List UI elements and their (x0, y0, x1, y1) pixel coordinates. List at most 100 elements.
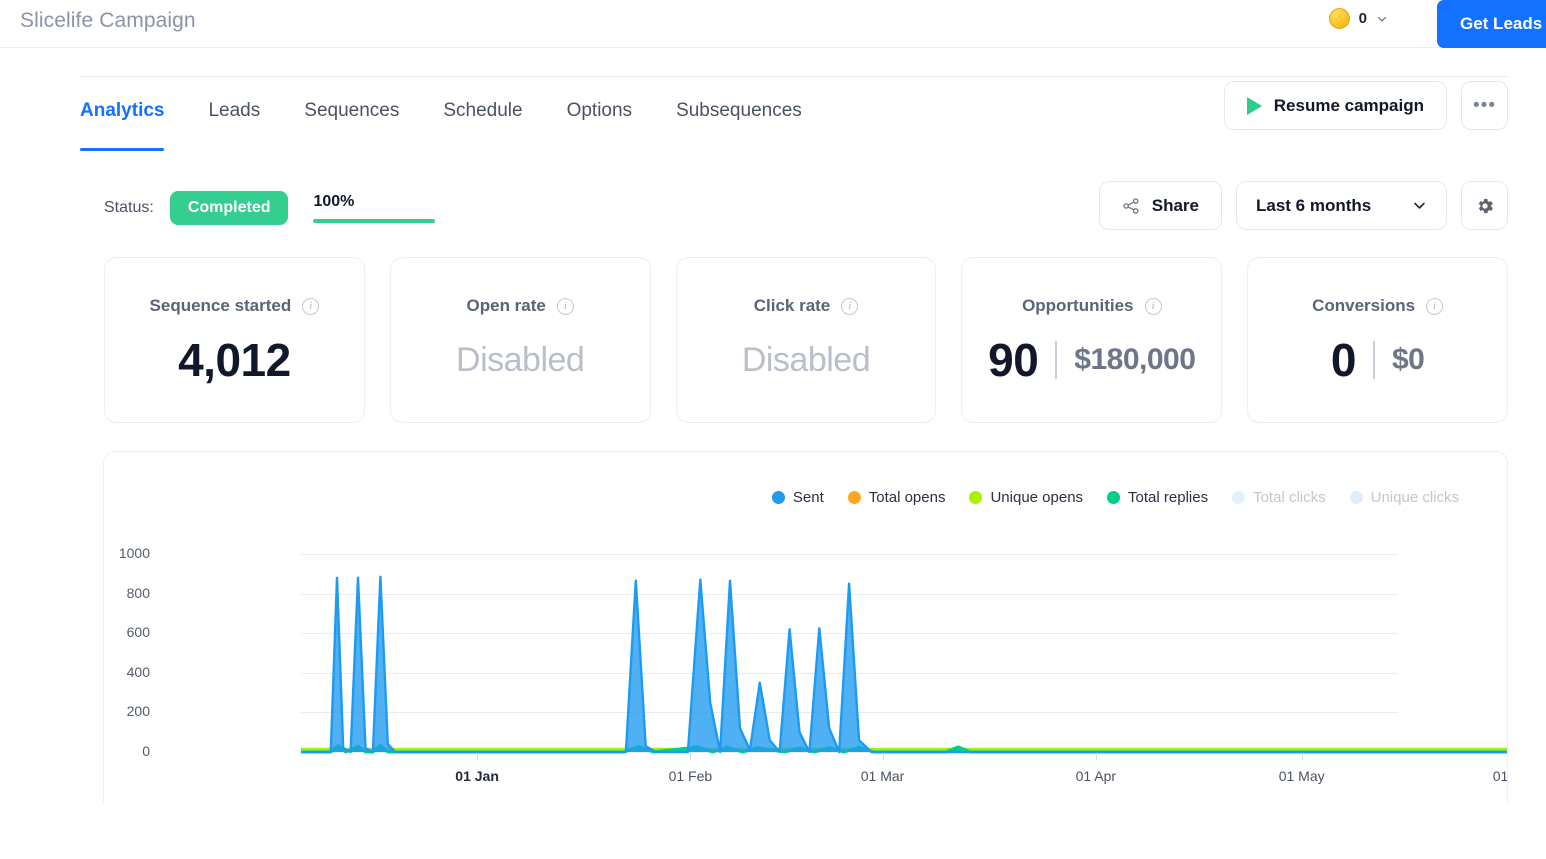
info-icon[interactable]: i (302, 297, 320, 315)
tab-options[interactable]: Options (567, 100, 632, 150)
y-axis-tick: 400 (126, 663, 150, 680)
tab-schedule[interactable]: Schedule (443, 100, 522, 150)
tab-subsequences[interactable]: Subsequences (676, 100, 802, 150)
tab-list: Analytics Leads Sequences Schedule Optio… (80, 100, 1466, 151)
card-value-primary: Disabled (456, 341, 585, 379)
legend-item-total-clicks[interactable]: Total clicks (1232, 489, 1326, 506)
card-header: Click rate i (754, 296, 859, 316)
card-value-secondary: $0 (1391, 343, 1425, 376)
legend-color-dot (1349, 491, 1363, 504)
y-axis-tick: 0 (142, 743, 150, 759)
share-button[interactable]: Share (1098, 181, 1222, 230)
chart-series-svg (301, 575, 1507, 754)
metric-card-click-rate: Click rate i Disabled (675, 257, 937, 423)
tabs-divider (80, 76, 1508, 77)
analytics-settings-button[interactable] (1461, 181, 1508, 230)
y-axis-tick: 1000 (118, 545, 150, 561)
x-axis-tick: 01 May (1278, 768, 1325, 784)
chevron-down-icon (1378, 16, 1386, 21)
card-value-primary: 4,012 (178, 334, 291, 386)
legend-item-total-replies[interactable]: Total replies (1107, 489, 1208, 506)
metric-card-sequence-started: Sequence started i 4,012 (104, 257, 365, 423)
card-value: Disabled (742, 341, 871, 380)
campaign-progress: 100% (313, 193, 436, 223)
app-title: Slicelife Campaign (20, 9, 196, 32)
more-options-button[interactable]: ••• (1461, 81, 1508, 130)
chart-legend: Sent Total opens Unique opens Total replies… (771, 489, 1459, 506)
info-icon[interactable]: i (1426, 297, 1444, 315)
legend-label: Total replies (1128, 489, 1209, 506)
metric-card-open-rate: Open rate i Disabled (389, 257, 651, 423)
legend-label: Total opens (868, 489, 946, 506)
card-title: Opportunities (1022, 296, 1134, 315)
progress-percent-label: 100% (313, 193, 355, 210)
card-value: 0 $0 (1330, 333, 1425, 387)
legend-color-dot (1232, 491, 1246, 504)
x-axis-tick-mark (477, 753, 479, 760)
x-axis-tick: 01 Feb (668, 768, 713, 784)
tab-sequences[interactable]: Sequences (304, 100, 399, 150)
coin-icon: ⚡ (1328, 8, 1350, 29)
card-value: 4,012 (178, 333, 291, 387)
resume-campaign-label: Resume campaign (1273, 95, 1424, 115)
card-header: Opportunities i (1022, 296, 1162, 316)
campaign-actions: Resume campaign ••• (1223, 81, 1508, 130)
share-network-icon (1123, 197, 1139, 214)
get-leads-button[interactable]: Get Leads (1437, 0, 1546, 48)
credits-count: 0 (1358, 10, 1367, 27)
analytics-chart-panel: Sent Total opens Unique opens Total replies… (103, 451, 1508, 803)
share-label: Share (1151, 195, 1199, 215)
x-axis-tick-mark (1095, 753, 1097, 760)
value-divider (1372, 341, 1375, 379)
card-header: Conversions i (1312, 296, 1444, 316)
metric-card-conversions: Conversions i 0 $0 (1247, 257, 1508, 423)
status-label: Status: (104, 199, 154, 216)
y-axis-tick: 600 (126, 624, 150, 641)
card-title: Click rate (753, 296, 831, 315)
legend-item-sent[interactable]: Sent (771, 489, 824, 506)
x-axis-tick-mark (882, 753, 884, 760)
series-area-sent (301, 576, 1507, 752)
card-title: Open rate (466, 296, 546, 315)
y-axis-tick: 800 (126, 584, 150, 601)
gridline (301, 752, 1398, 753)
card-title: Sequence started (149, 296, 292, 315)
legend-color-dot (847, 491, 861, 504)
legend-color-dot (969, 491, 983, 504)
info-icon[interactable]: i (841, 297, 859, 315)
chart-plot-area: 1000 800 600 400 200 0 01 Jan 01 Feb 01 Mar 01 A… (104, 540, 1507, 803)
legend-item-unique-clicks[interactable]: Unique clicks (1349, 489, 1459, 506)
date-range-select[interactable]: Last 6 months (1236, 181, 1447, 230)
legend-label: Unique clicks (1370, 489, 1459, 506)
legend-label: Unique opens (990, 489, 1084, 506)
date-range-value: Last 6 months (1256, 195, 1372, 215)
status-badge[interactable]: Completed (169, 191, 289, 225)
x-axis-tick: 01 Jun (1492, 768, 1508, 784)
credits-dropdown[interactable]: ⚡ 0 (1328, 8, 1388, 29)
info-icon[interactable]: i (1144, 297, 1162, 315)
x-axis-tick: 01 Jan (455, 768, 499, 784)
card-header: Sequence started i (150, 296, 320, 316)
card-value-primary: 90 (988, 334, 1039, 386)
legend-item-total-opens[interactable]: Total opens (847, 489, 946, 506)
tab-analytics[interactable]: Analytics (80, 100, 165, 151)
series-line-sent (301, 575, 1507, 754)
metric-card-opportunities: Opportunities i 90 $180,000 (961, 257, 1223, 423)
resume-campaign-button[interactable]: Resume campaign (1223, 81, 1447, 130)
info-icon[interactable]: i (556, 297, 574, 315)
gear-icon (1478, 198, 1493, 213)
chevron-down-icon (1414, 202, 1425, 209)
legend-color-dot (1107, 491, 1121, 504)
legend-label: Sent (792, 489, 824, 506)
tab-leads[interactable]: Leads (208, 100, 260, 150)
card-value-secondary: $180,000 (1074, 343, 1196, 376)
legend-item-unique-opens[interactable]: Unique opens (969, 489, 1083, 506)
card-value: Disabled (456, 341, 585, 380)
x-axis-tick-mark (690, 753, 692, 760)
analytics-toolbar: Share Last 6 months (1098, 181, 1508, 230)
x-axis-tick: 01 Mar (860, 768, 905, 784)
x-axis-tick: 01 Apr (1075, 768, 1117, 784)
top-bar: Slicelife Campaign ⚡ 0 Get Leads (0, 0, 1546, 48)
card-value-primary: 0 (1330, 334, 1357, 386)
card-value: 90 $180,000 (988, 333, 1196, 387)
